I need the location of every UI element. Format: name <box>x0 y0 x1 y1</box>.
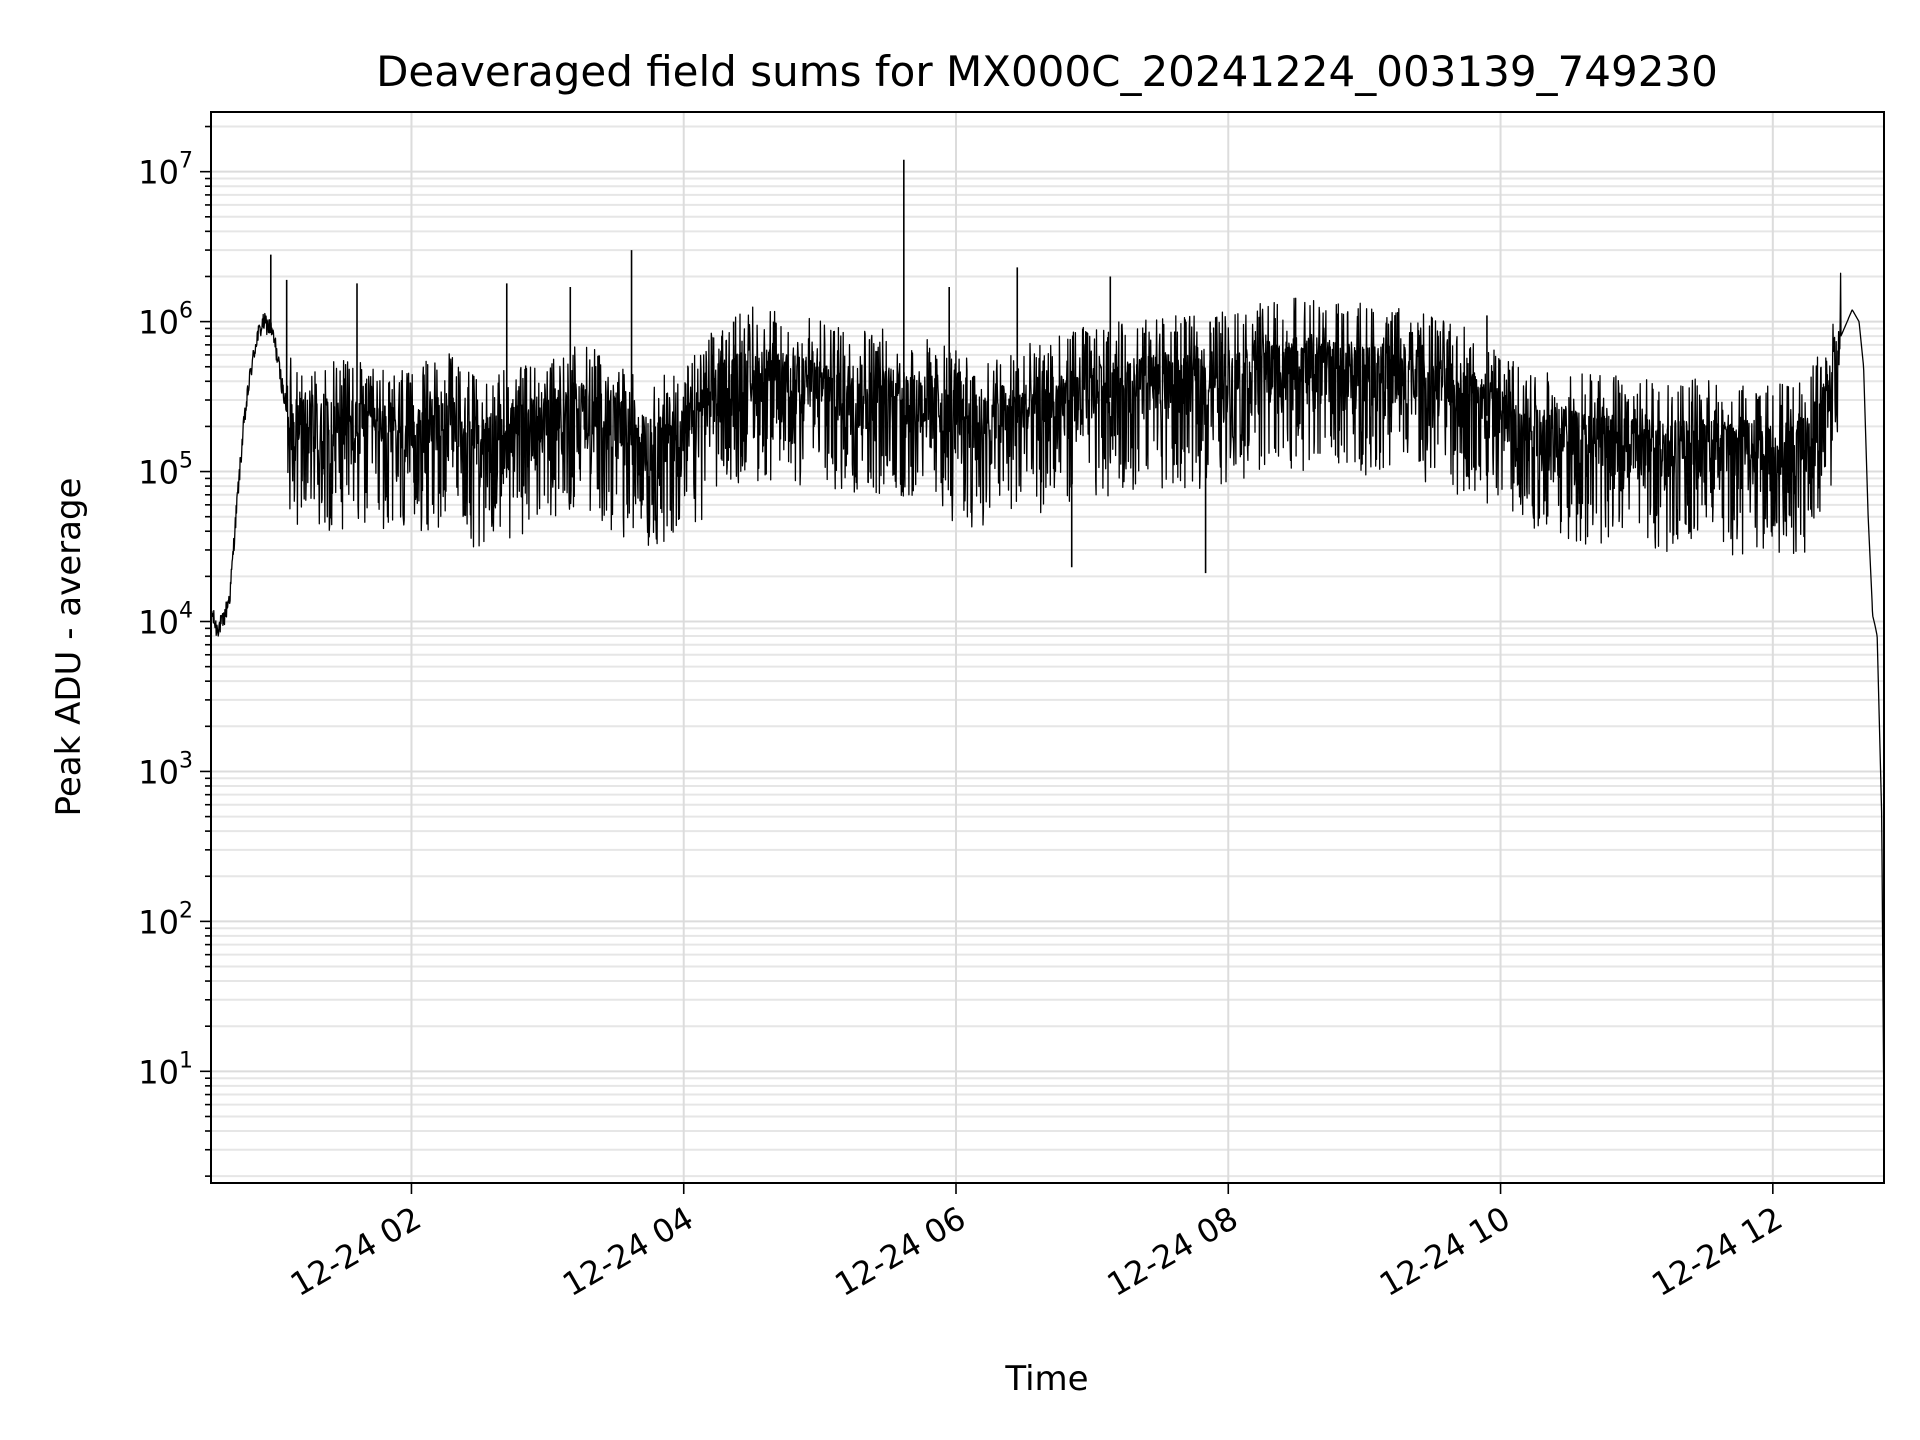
y-tick-label: 106 <box>138 299 193 342</box>
y-axis-label: Peak ADU - average <box>49 478 89 817</box>
x-axis-label: Time <box>1004 1359 1088 1399</box>
series-layer <box>210 159 1885 1132</box>
plot-frame <box>210 111 1885 1184</box>
y-tick-label: 104 <box>138 599 193 642</box>
y-tick-label: 103 <box>138 748 193 791</box>
y-tick-label: 102 <box>138 898 193 941</box>
chart-title: Deaveraged field sums for MX000C_2024122… <box>376 47 1718 96</box>
y-tick-label: 105 <box>138 449 193 492</box>
y-tick-label: 101 <box>138 1048 193 1091</box>
y-tick-label: 107 <box>138 149 193 192</box>
series-line <box>210 272 1885 1132</box>
